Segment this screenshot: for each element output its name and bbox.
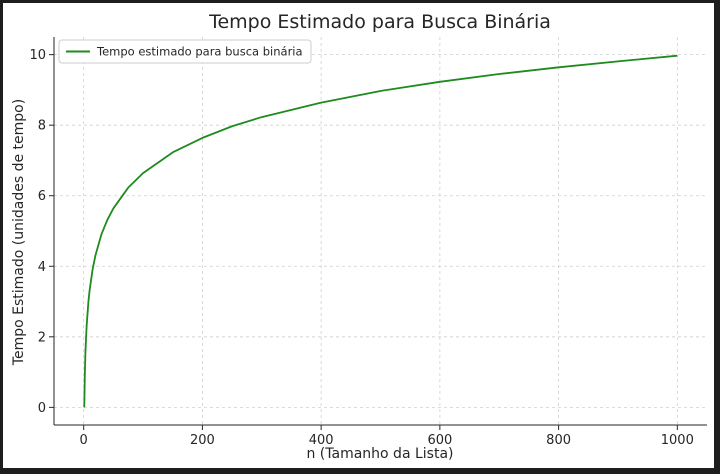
x-tick-label: 200 xyxy=(190,433,215,448)
grid xyxy=(54,37,707,425)
axes: 0 200 400 600 800 1000 0 2 4 6 8 10 xyxy=(29,37,707,448)
series-line xyxy=(83,54,678,408)
y-tick-label: 6 xyxy=(38,189,46,204)
legend-box xyxy=(58,39,312,64)
y-tick-label: 10 xyxy=(29,48,46,63)
x-tick-label: 800 xyxy=(546,433,571,448)
chart-title: Tempo Estimado para Busca Binária xyxy=(208,11,551,33)
chart-figure: 0 200 400 600 800 1000 0 2 4 6 8 10 Tempo Estimado … xyxy=(3,3,714,468)
legend: Tempo estimado para busca binária xyxy=(58,39,312,64)
x-tick-label: 1000 xyxy=(661,433,694,448)
line-chart: 0 200 400 600 800 1000 0 2 4 6 8 10 Tempo Estimado … xyxy=(11,11,707,462)
legend-label: Tempo estimado para busca binária xyxy=(96,45,303,59)
x-tick-label: 0 xyxy=(80,433,88,448)
plot-area xyxy=(54,37,707,425)
y-axis-label: Tempo Estimado (unidades de tempo) xyxy=(11,99,27,366)
x-tick-label: 600 xyxy=(427,433,452,448)
y-tick-label: 4 xyxy=(38,260,46,275)
x-axis-label: n (Tamanho da Lista) xyxy=(306,446,453,462)
series-layer xyxy=(83,54,678,408)
x-tick-label: 400 xyxy=(309,433,334,448)
y-tick-label: 8 xyxy=(38,119,46,134)
y-tick-label: 2 xyxy=(38,330,46,345)
y-tick-label: 0 xyxy=(38,401,46,416)
